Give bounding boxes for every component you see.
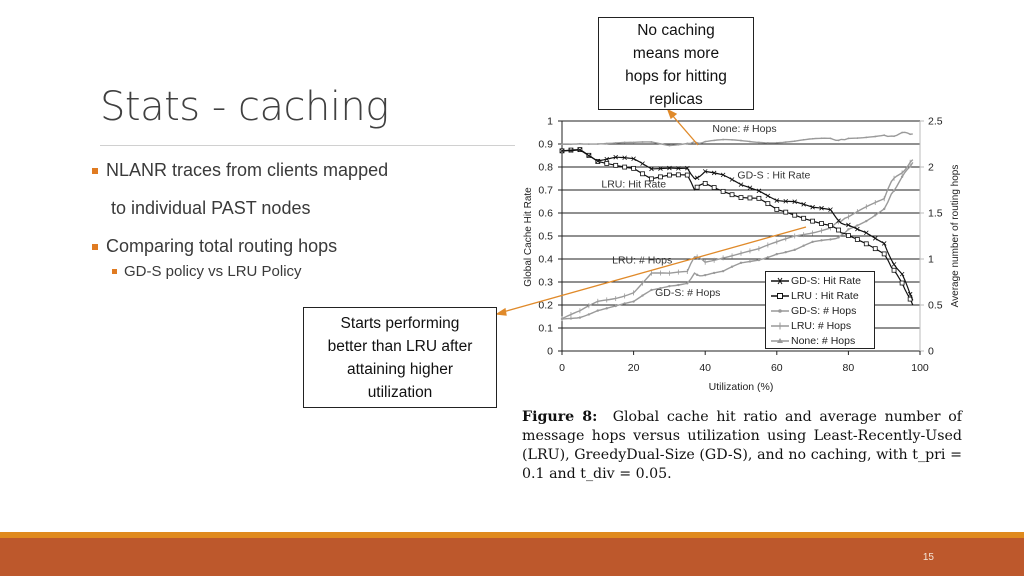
svg-text:0.7: 0.7 [538,185,553,197]
chart-series [559,131,914,322]
y-axis-label-left: Global Cache Hit Rate [523,187,534,287]
figure-caption: Figure 8: Global cache hit ratio and ave… [522,408,962,484]
legend-item: LRU : Hit Rate [766,288,874,303]
svg-text:60: 60 [771,362,783,374]
svg-text:0.6: 0.6 [538,208,553,220]
square-marker-line-icon [771,292,789,299]
svg-text:LRU: Hit Rate: LRU: Hit Rate [601,179,666,191]
figure-label: Figure 8: [522,409,598,425]
svg-text:0.8: 0.8 [538,162,553,174]
plus-marker-line-icon [771,322,789,330]
bullet-square-icon [92,167,98,174]
svg-text:0: 0 [559,362,565,374]
bullet-text: Comparing total routing hops [106,236,338,256]
svg-text:0.3: 0.3 [538,277,553,289]
bullet-item-continuation: to individual PAST nodes [111,198,310,219]
svg-text:None: # Hops: None: # Hops [712,123,776,135]
callout-gds-better: Starts performing better than LRU after … [303,307,497,408]
bullet-text: GD-S policy vs LRU Policy [124,263,302,280]
svg-text:LRU: # Hops: LRU: # Hops [612,255,672,267]
x-axis-ticks: 0 20 40 60 80 100 [559,351,929,374]
svg-text:40: 40 [699,362,711,374]
legend-item: GD-S: # Hops [766,303,874,318]
svg-text:1: 1 [547,116,553,128]
svg-text:0.2: 0.2 [538,300,553,312]
svg-text:0: 0 [928,346,934,358]
svg-text:80: 80 [843,362,855,374]
figure-caption-text: Global cache hit ratio and average numbe… [522,409,963,482]
svg-text:GD-S : Hit Rate: GD-S : Hit Rate [737,170,810,182]
bullet-square-icon [92,243,98,250]
svg-text:0: 0 [547,346,553,358]
svg-text:0.9: 0.9 [538,139,553,151]
bullet-item: NLANR traces from clients mapped [92,160,388,181]
svg-text:100: 100 [911,362,929,374]
svg-text:0.5: 0.5 [928,300,943,312]
y-axis-label-right: Average number of routing hops [950,165,961,308]
svg-text:2.5: 2.5 [928,116,943,128]
bullet-text: NLANR traces from clients mapped [106,160,389,180]
slide-title: Stats - caching [100,84,389,130]
bullet-text: to individual PAST nodes [111,198,311,218]
svg-text:1.5: 1.5 [928,208,943,220]
sub-bullet-item: GD-S policy vs LRU Policy [112,263,302,280]
callout-no-caching: No caching means more hops for hitting r… [598,17,754,110]
x-marker-line-icon [771,277,789,284]
svg-text:20: 20 [628,362,640,374]
footer-bar: 15 [0,538,1024,576]
title-divider [100,145,515,146]
svg-text:1: 1 [928,254,934,266]
page-number: 15 [922,552,934,563]
y-axis-ticks-left: 0 0.1 0.2 0.3 0.4 0.5 0.6 0.7 0.8 0.9 1 [538,116,562,358]
x-axis-label: Utilization (%) [709,381,774,393]
svg-text:0.5: 0.5 [538,231,553,243]
legend-item: LRU: # Hops [766,319,874,334]
triangle-marker-line-icon [771,338,789,344]
bullet-square-icon [112,269,117,274]
svg-text:2: 2 [928,162,934,174]
y-axis-ticks-right: 0 0.5 1 1.5 2 2.5 [920,116,943,358]
chart-legend: GD-S: Hit Rate LRU : Hit Rate GD-S: # Ho… [765,271,875,349]
bullet-item: Comparing total routing hops [92,236,337,257]
svg-text:0.1: 0.1 [538,323,553,335]
svg-text:GD-S: # Hops: GD-S: # Hops [655,287,720,299]
chart-annotations: None: # Hops GD-S : Hit Rate LRU: Hit Rate… [601,123,810,299]
callout-arrows [495,108,807,316]
footer-accent-stripe [0,532,1024,538]
svg-text:0.4: 0.4 [538,254,553,266]
legend-item: GD-S: Hit Rate [766,273,874,288]
dot-marker-line-icon [771,309,789,313]
legend-item: None: # Hops [766,334,874,349]
